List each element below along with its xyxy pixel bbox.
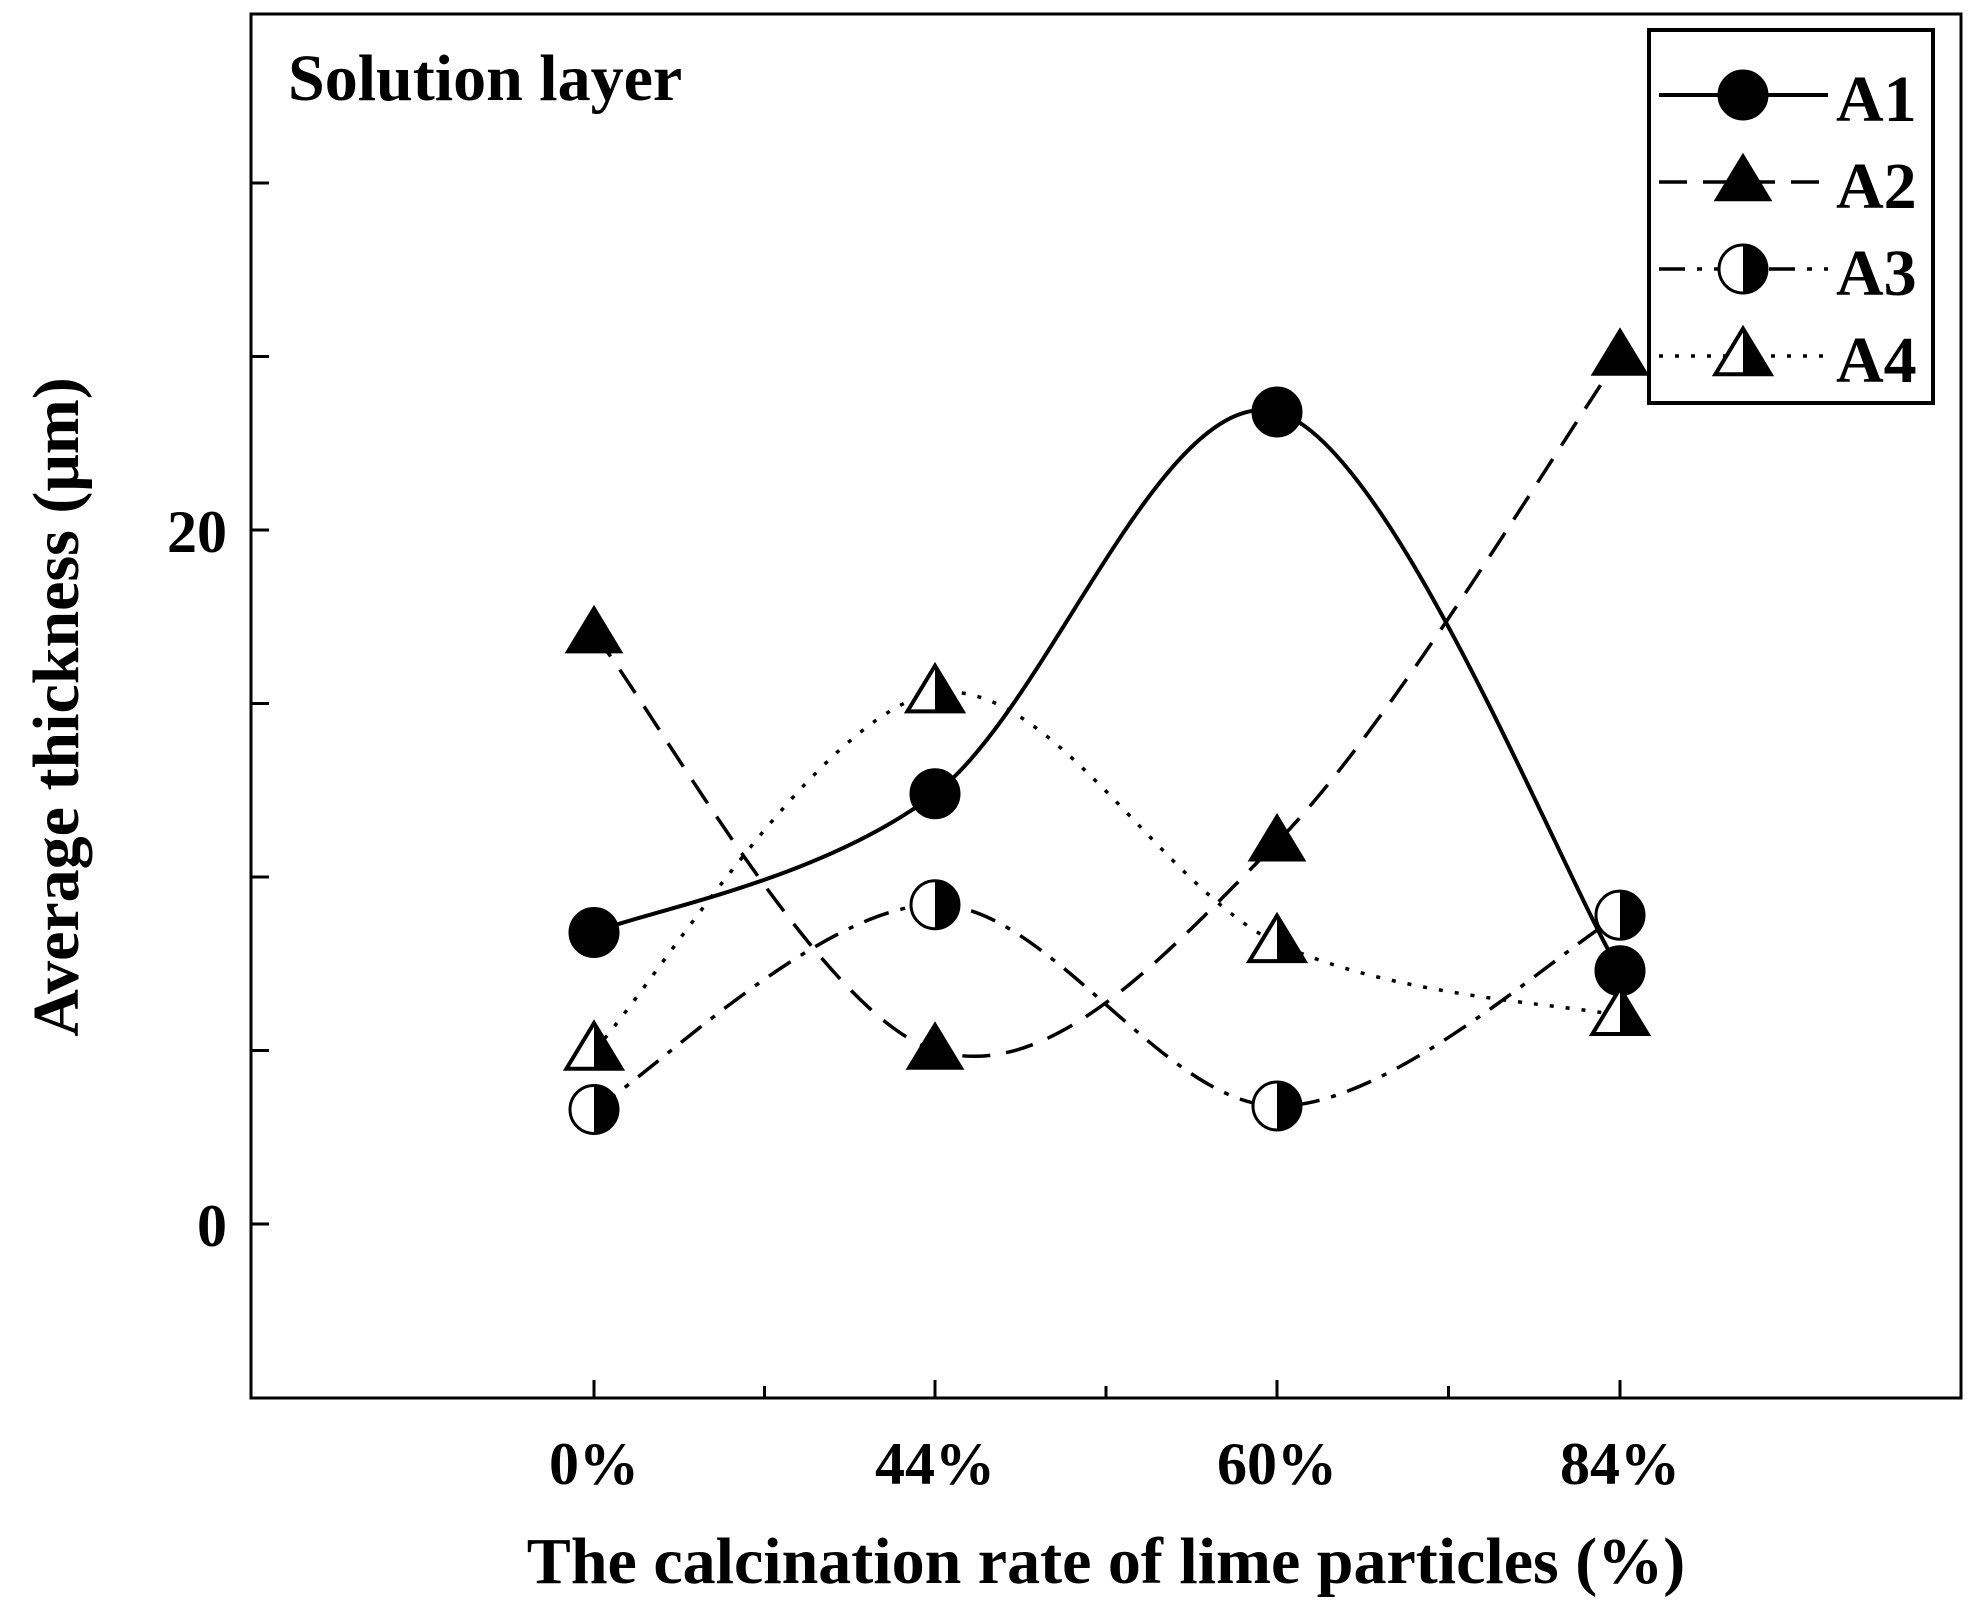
legend-marker-a4 [1711,324,1775,377]
marker-triangle [1247,813,1307,862]
data-point-a4 [562,1019,626,1071]
data-point-a4 [903,661,967,714]
marker-triangle-half-fill [1743,328,1771,375]
data-point-a4 [1245,911,1309,964]
y-tick-label: 20 [167,499,227,565]
marker-circle-half-fill [594,1085,618,1134]
marker-triangle [1590,327,1650,376]
data-point-a1 [909,768,961,820]
marker-triangle [905,1021,965,1070]
y-axis-ticks [251,181,269,1226]
marker-circle-half-fill [1277,1082,1301,1131]
legend: A1 A2 A3 A4 [1647,28,1935,405]
data-point-a3 [909,879,961,931]
data-point-a2 [1590,327,1650,376]
marker-circle-half-fill [935,880,960,929]
x-axis-tick-labels: 0% 44% 60% 84% [549,1431,1680,1497]
marker-triangle [1713,152,1773,202]
data-point-a3 [568,1083,620,1135]
x-tick-label: 84% [1560,1431,1680,1497]
x-axis-ticks [592,1380,1622,1398]
marker-circle [568,907,620,959]
x-tick-label: 44% [875,1431,995,1497]
y-axis-tick-labels: 0 20 [167,499,227,1259]
series-line-a3 [593,903,1621,1111]
series-line-a4 [592,690,1621,1052]
legend-box [1647,28,1935,405]
data-point-a1 [1251,386,1303,438]
marker-triangle-half-fill [1620,988,1648,1035]
series-line-a1 [593,408,1622,972]
series-line-a2 [592,355,1622,1058]
marker-triangle-half-fill [1277,915,1305,962]
data-point-a2 [905,1021,965,1070]
marker-triangle-half-fill [935,665,963,712]
x-tick-label: 60% [1217,1431,1337,1497]
legend-marker-a2 [1713,152,1773,202]
marker-triangle [564,604,624,654]
data-point-a3 [1251,1080,1303,1132]
marker-circle [1251,386,1303,438]
data-point-a2 [1247,813,1307,862]
legend-label-a2: A2 [1836,150,1917,223]
legend-label-a1: A1 [1836,63,1917,136]
x-tick-label: 0% [549,1431,639,1497]
marker-triangle-half-fill [594,1023,622,1069]
marker-circle [1717,69,1769,121]
data-point-a1 [568,907,620,959]
marker-circle-half-fill [1620,891,1644,940]
marker-circle-half-fill [1743,245,1767,293]
series-markers [562,327,1652,1135]
y-axis-label: Average thickness (μm) [20,377,93,1036]
legend-marker-a3 [1717,243,1769,295]
y-tick-label: 0 [197,1193,227,1259]
data-point-a4 [1588,984,1652,1037]
series-lines [592,355,1622,1111]
chart-title: Solution layer [288,42,682,115]
data-point-a3 [1594,889,1646,941]
data-point-a2 [564,604,624,654]
marker-circle [909,768,961,820]
legend-label-a4: A4 [1836,324,1917,397]
x-axis-label: The calcination rate of lime particles (… [527,1525,1685,1598]
legend-label-a3: A3 [1836,237,1917,310]
legend-marker-a1 [1717,69,1769,121]
